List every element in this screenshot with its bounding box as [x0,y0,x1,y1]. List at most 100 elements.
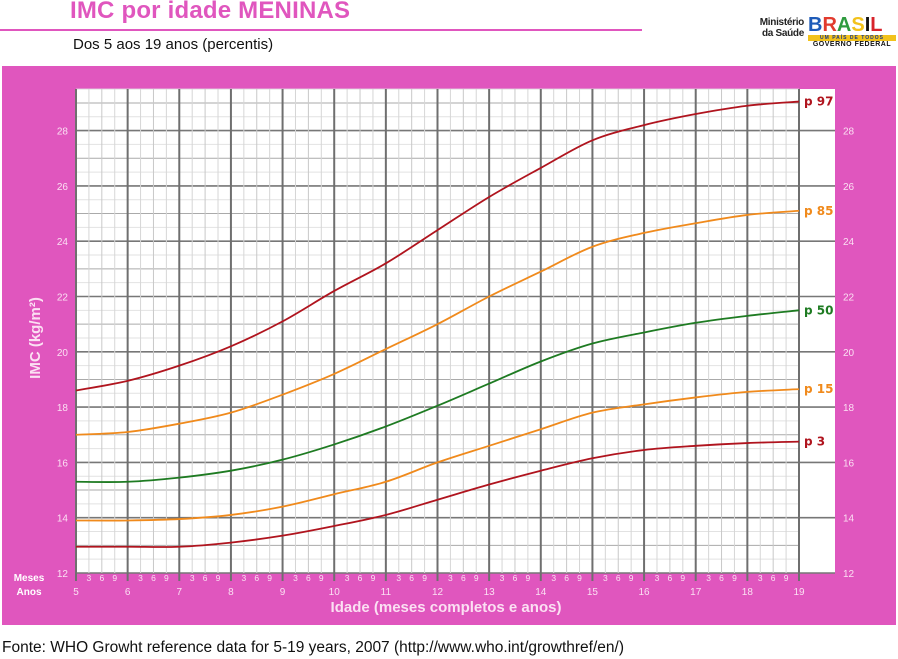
brasil-letter: B [808,14,823,36]
year-tick-label: 14 [535,587,547,598]
month-tick-label: 6 [719,573,724,583]
ministry-line2: da Saúde [761,28,804,39]
month-tick-label: 3 [293,573,298,583]
y-tick-label-right: 22 [843,293,855,304]
y-tick-label-left: 12 [57,569,69,580]
y-tick-label-right: 28 [843,127,855,138]
month-tick-label: 9 [732,573,737,583]
month-tick-label: 9 [319,573,324,583]
year-tick-label: 5 [73,587,79,598]
month-tick-label: 3 [655,573,660,583]
brasil-letter: A [836,14,852,36]
month-tick-label: 9 [629,573,634,583]
month-tick-label: 6 [616,573,621,583]
y-tick-label-right: 12 [843,569,855,580]
curve-p85 [75,209,800,436]
month-tick-label: 9 [371,573,376,583]
month-tick-label: 3 [345,573,350,583]
title-divider [0,29,642,31]
year-tick-label: 13 [484,587,496,598]
month-tick-label: 3 [396,573,401,583]
year-tick-label: 8 [228,587,234,598]
source-footnote: Fonte: WHO Growht reference data for 5-1… [2,639,624,656]
y-tick-label-right: 18 [843,403,855,414]
year-tick-label: 11 [381,587,392,598]
label-p3: p 3 [804,435,825,449]
month-tick-label: 6 [358,573,363,583]
month-tick-label: 9 [784,573,789,583]
month-tick-label: 9 [474,573,479,583]
y-tick-label-left: 26 [57,182,69,193]
month-tick-label: 9 [216,573,221,583]
month-tick-label: 3 [551,573,556,583]
label-p50: p 50 [804,303,833,317]
brasil-letter: L [870,14,883,36]
ministry-name: Ministério da Saúde [759,17,805,39]
month-tick-label: 6 [564,573,569,583]
y-tick-label-right: 20 [843,348,855,359]
year-tick-label: 9 [280,587,286,598]
month-tick-label: 3 [448,573,453,583]
y-tick-label-left: 18 [57,403,69,414]
month-tick-label: 9 [422,573,427,583]
page-subtitle: Dos 5 aos 19 anos (percentis) [73,36,274,53]
curve-p15 [75,388,800,522]
brasil-letter: R [822,14,837,36]
curve-p3 [75,440,800,548]
y-tick-label-right: 14 [843,514,855,525]
y-tick-label-left: 20 [57,348,69,359]
ministry-line1: Ministério [759,17,805,28]
year-tick-label: 16 [639,587,651,598]
year-tick-label: 7 [177,587,183,598]
month-tick-label: 3 [87,573,92,583]
months-axis-label: Meses [14,573,45,584]
month-tick-label: 3 [500,573,505,583]
month-tick-label: 9 [680,573,685,583]
month-tick-label: 3 [241,573,246,583]
y-tick-label-left: 28 [57,127,69,138]
month-tick-label: 6 [99,573,104,583]
y-tick-label-left: 16 [57,458,69,469]
year-tick-label: 12 [432,587,444,598]
years-axis-label: Anos [17,587,42,598]
y-tick-label-right: 26 [843,182,855,193]
month-tick-label: 6 [771,573,776,583]
label-p15: p 15 [804,382,833,396]
year-tick-label: 10 [329,587,341,598]
month-tick-label: 6 [151,573,156,583]
month-tick-label: 6 [409,573,414,583]
month-tick-label: 9 [267,573,272,583]
governo-federal-label: GOVERNO FEDERAL [812,41,892,48]
month-tick-label: 9 [164,573,169,583]
y-tick-label-left: 14 [57,514,69,525]
month-tick-label: 3 [138,573,143,583]
y-tick-label-left: 22 [57,293,69,304]
year-tick-label: 17 [690,587,702,598]
y-tick-label-right: 16 [843,458,855,469]
y-axis-title: IMC (kg/m²) [27,297,44,379]
month-tick-label: 6 [668,573,673,583]
year-tick-label: 19 [793,587,805,598]
year-tick-label: 15 [587,587,599,598]
y-tick-label-left: 24 [57,237,69,248]
label-p97: p 97 [804,95,833,109]
brasil-letter: S [851,14,865,36]
month-tick-label: 6 [461,573,466,583]
brasil-tagline: UM PAÍS DE TODOS [808,35,896,41]
year-tick-label: 18 [742,587,754,598]
y-tick-label-right: 24 [843,237,855,248]
month-tick-label: 6 [306,573,311,583]
month-tick-label: 9 [112,573,117,583]
month-tick-label: 3 [706,573,711,583]
page-title: IMC por idade MENINAS [70,0,351,24]
curve-p97 [75,100,800,392]
month-tick-label: 6 [513,573,518,583]
month-tick-label: 3 [603,573,608,583]
month-tick-label: 6 [254,573,259,583]
year-tick-label: 6 [125,587,131,598]
month-tick-label: 9 [577,573,582,583]
month-tick-label: 3 [758,573,763,583]
